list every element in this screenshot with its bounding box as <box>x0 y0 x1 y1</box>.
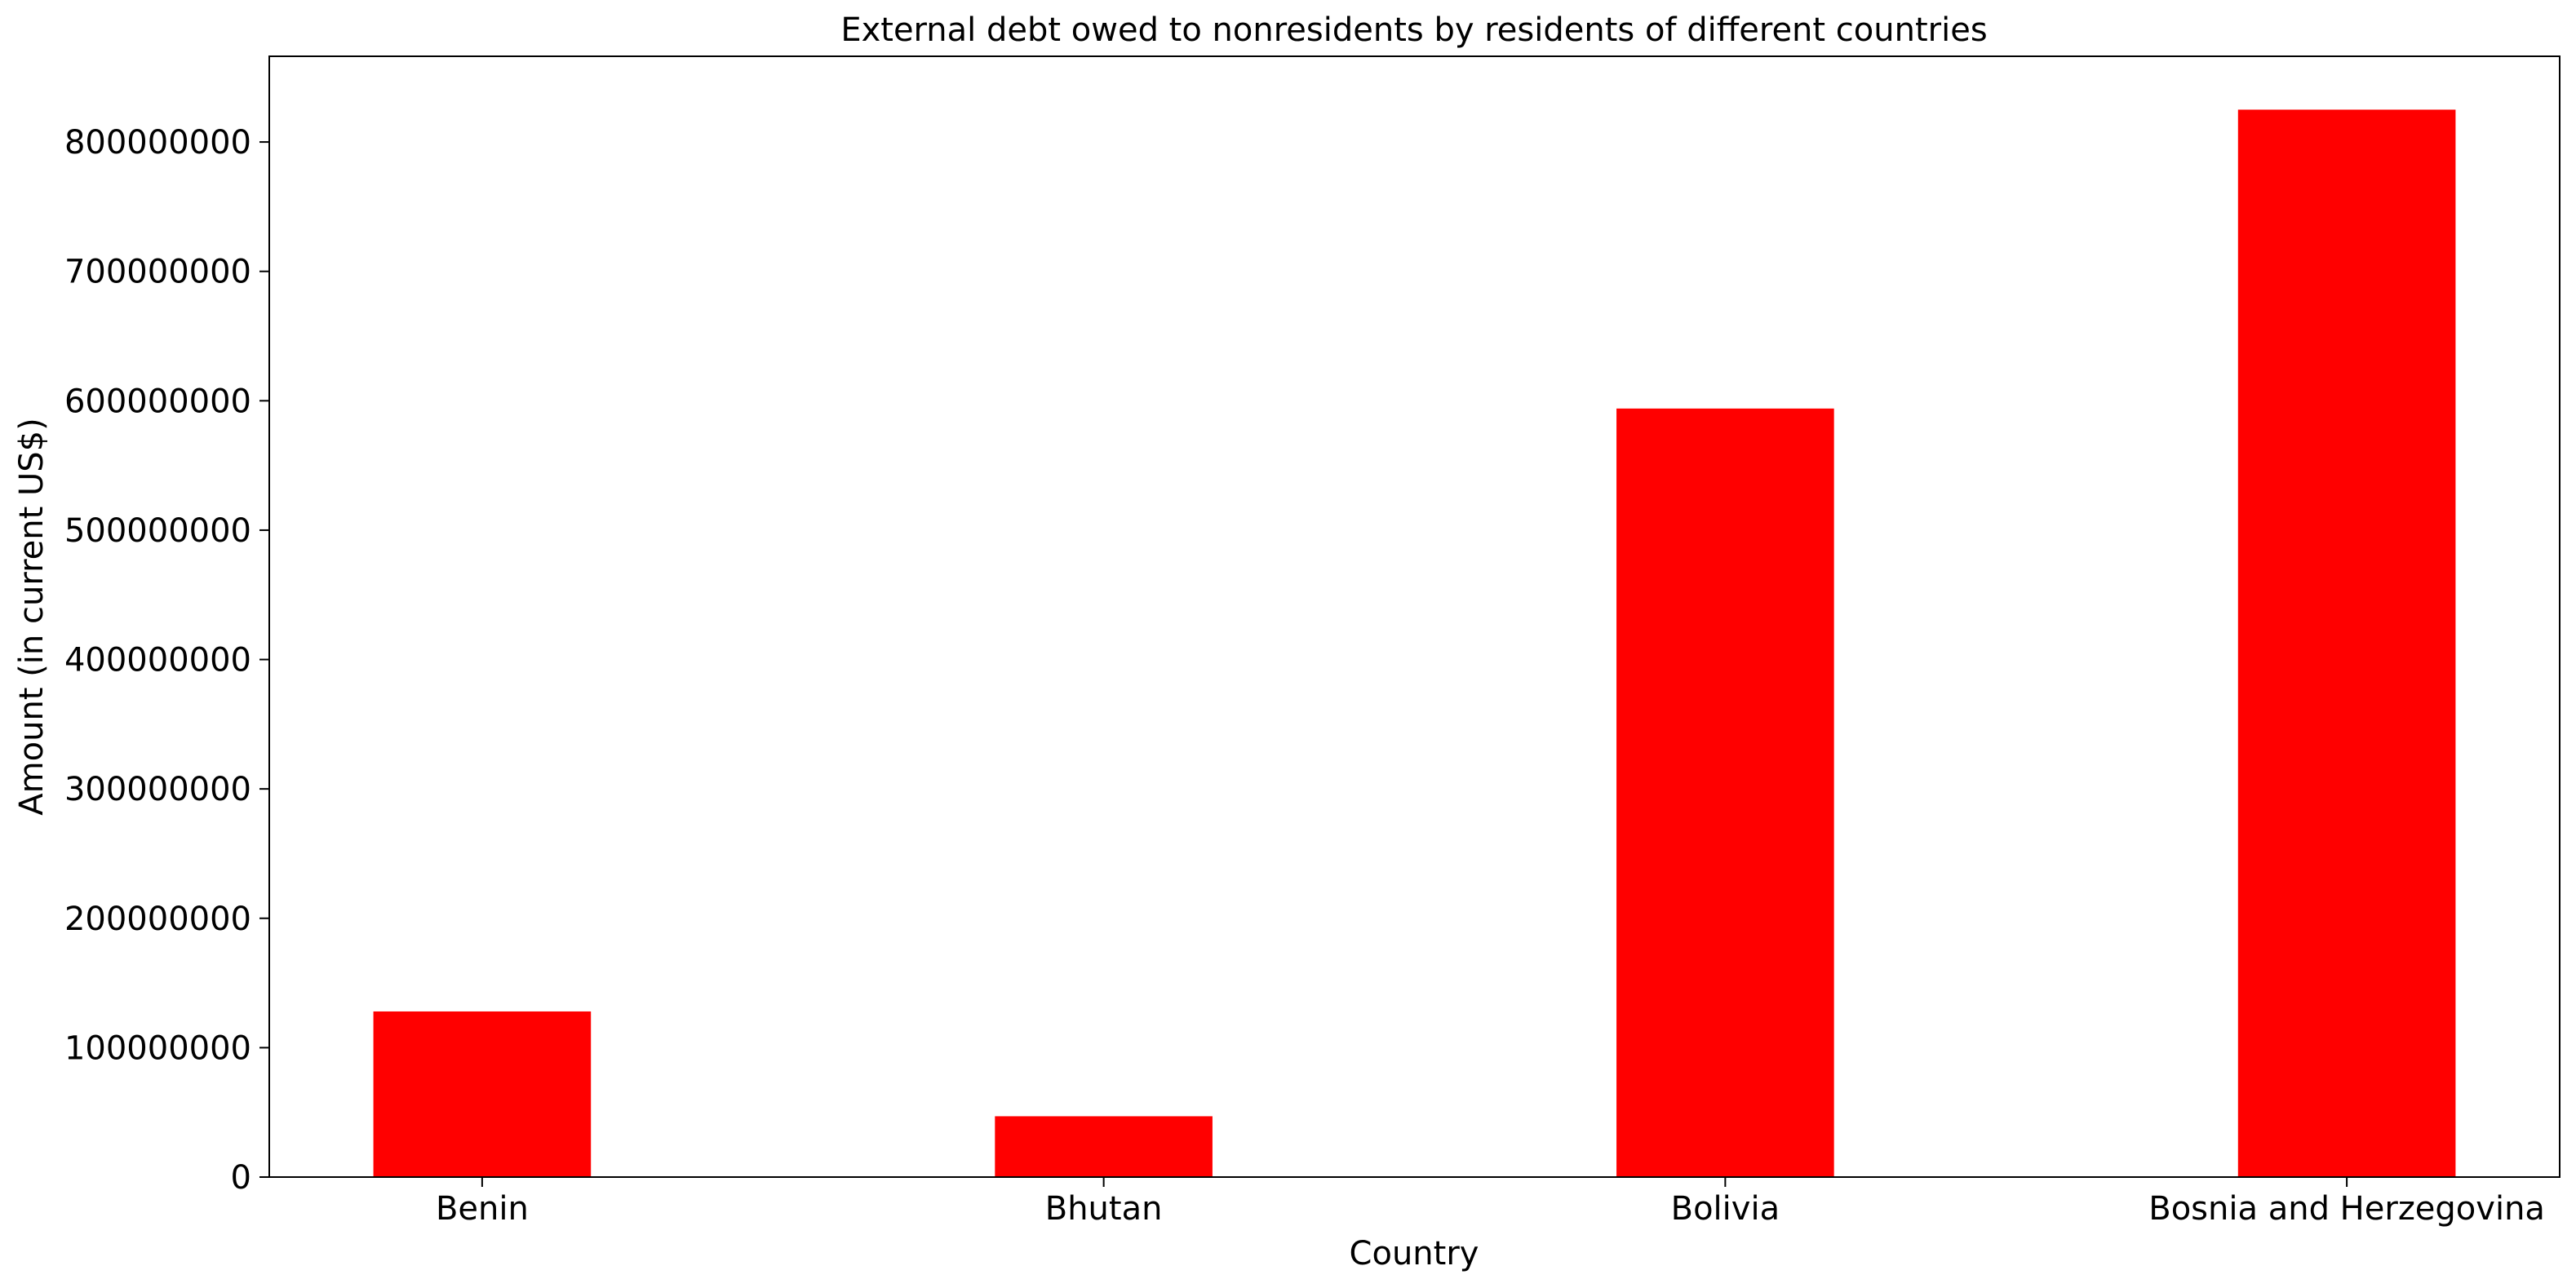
y-tick-label: 800000000 <box>64 124 251 162</box>
y-tick-label: 100000000 <box>64 1029 251 1067</box>
y-tick-label: 300000000 <box>64 771 251 808</box>
x-axis-ticks: Benin Bhutan Bolivia Bosnia and Herzegovina <box>436 1177 2545 1228</box>
y-tick-label: 700000000 <box>64 254 251 291</box>
x-tick-label: Benin <box>436 1190 529 1228</box>
x-tick-label: Bosnia and Herzegovina <box>2148 1190 2545 1228</box>
bar-bosnia-and-herzegovina <box>2237 109 2456 1177</box>
x-axis-label: Country <box>1350 1235 1479 1273</box>
y-axis-ticks: 0 100000000 200000000 300000000 400000000 500… <box>64 124 269 1197</box>
bar-bolivia <box>1616 408 1834 1177</box>
bars <box>373 109 2456 1177</box>
y-tick-label: 200000000 <box>64 901 251 938</box>
chart-title: External debt owed to nonresidents by re… <box>840 11 1987 49</box>
y-tick-label: 0 <box>231 1159 251 1197</box>
y-tick-label: 400000000 <box>64 642 251 679</box>
y-tick-label: 500000000 <box>64 512 251 550</box>
bar-bhutan <box>995 1116 1213 1177</box>
x-tick-label: Bolivia <box>1671 1190 1780 1228</box>
bar-benin <box>373 1011 592 1177</box>
x-tick-label: Bhutan <box>1045 1190 1163 1228</box>
y-axis-label: Amount (in current US$) <box>13 418 51 815</box>
plot-frame <box>268 55 2560 1178</box>
y-tick-label: 600000000 <box>64 383 251 420</box>
